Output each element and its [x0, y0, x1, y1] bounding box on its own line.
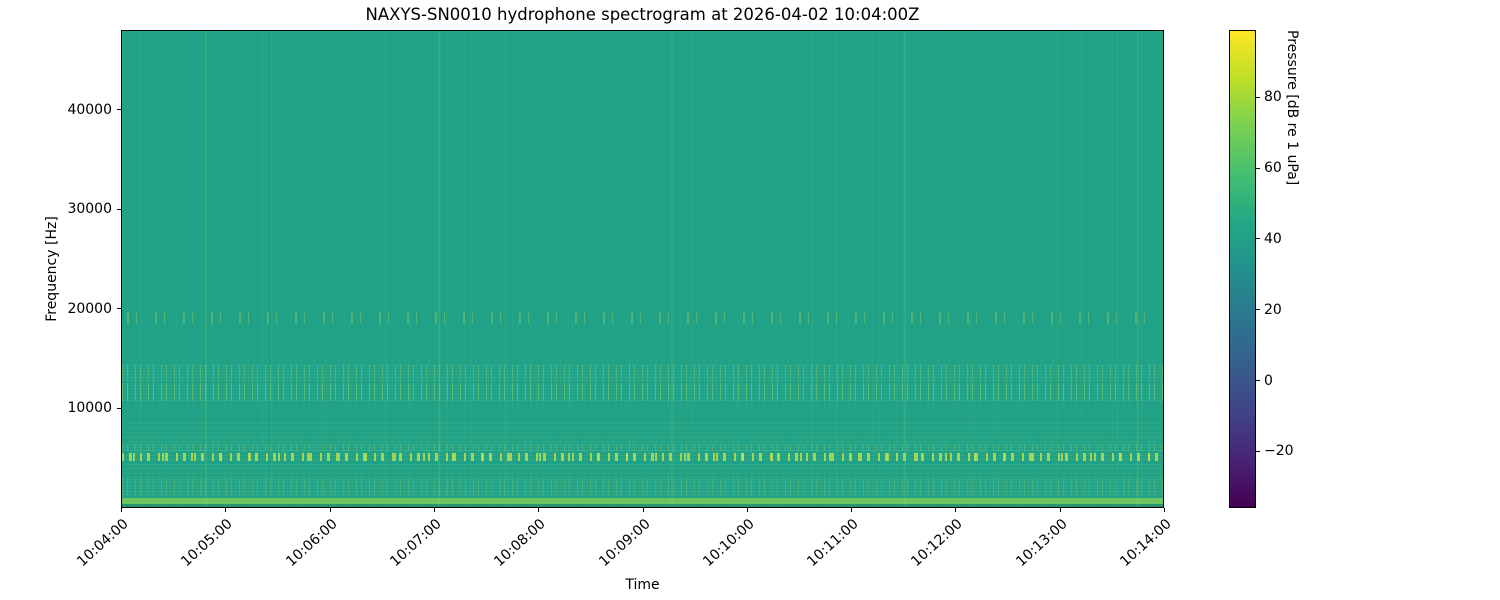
x-tick-label: 10:06:00: [282, 516, 341, 570]
x-tick-label: 10:14:00: [1117, 516, 1175, 570]
x-tick-label: 10:10:00: [700, 516, 758, 570]
colorbar-axis: 80 60 40 20 0 −20: [1256, 30, 1316, 508]
feature-low-frequency-haze: [122, 421, 1163, 505]
x-tick-label: 10:04:00: [74, 516, 132, 570]
x-tick-mark: [746, 508, 748, 512]
y-tick-mark: [117, 407, 121, 409]
colorbar-tick-mark: [1256, 167, 1260, 169]
feature-band-2khz: [122, 478, 1163, 496]
x-tick-mark: [225, 508, 227, 512]
x-tick-mark: [433, 508, 435, 512]
colorbar-tick-label: 20: [1264, 301, 1282, 318]
y-tick-label: 30000: [67, 201, 112, 218]
x-tick-mark: [121, 508, 122, 512]
x-tick-label: 10:08:00: [491, 516, 549, 570]
x-tick-label: 10:13:00: [1012, 516, 1071, 570]
feature-bottom-edge: [122, 504, 1163, 507]
feature-intermittent-tonal-19khz: [122, 311, 1163, 324]
y-tick-label: 20000: [67, 300, 112, 317]
colorbar-tick-label: 0: [1264, 372, 1273, 389]
broadband-transient-lines: [122, 31, 1163, 507]
colorbar-tick-mark: [1256, 309, 1260, 311]
colorbar-tick-label: 80: [1264, 89, 1282, 106]
x-tick-label: 10:11:00: [804, 516, 862, 570]
spectrogram-heatmap: [121, 30, 1164, 508]
colorbar-tick-label: −20: [1264, 443, 1294, 460]
y-axis: 10000 20000 30000 40000: [0, 30, 121, 508]
x-tick-mark: [642, 508, 644, 512]
colorbar-tick-label: 40: [1264, 230, 1282, 247]
vertical-striation-texture: [122, 31, 1163, 507]
colorbar-gradient: [1229, 30, 1256, 508]
x-tick-label: 10:12:00: [908, 516, 967, 570]
colorbar-tick-mark: [1256, 380, 1260, 382]
feature-band-6khz: [122, 443, 1163, 452]
x-axis-label: Time: [625, 577, 660, 593]
colorbar-tick-label: 60: [1264, 160, 1282, 177]
feature-noise-band-11khz: [122, 383, 1163, 401]
x-tick-mark: [329, 508, 331, 512]
x-axis: 10:04:00 10:05:00 10:06:00 10:07:00 10:08:00…: [74, 508, 1175, 598]
x-tick-mark: [1164, 508, 1165, 512]
colorbar-label: Pressure [dB re 1 uPa]: [1284, 30, 1300, 186]
colorbar-tick-mark: [1256, 238, 1260, 240]
y-tick-mark: [117, 208, 121, 210]
chart-title: NAXYS-SN0010 hydrophone spectrogram at 2…: [365, 5, 920, 24]
y-tick-label: 40000: [67, 101, 112, 118]
x-tick-mark: [538, 508, 540, 512]
y-tick-mark: [117, 109, 121, 111]
x-tick-label: 10:09:00: [595, 516, 654, 570]
x-tick-mark: [955, 508, 957, 512]
feature-tonal-600hz: [122, 498, 1163, 504]
feature-tonal-5khz: [122, 453, 1163, 462]
colorbar-tick-mark: [1256, 96, 1260, 98]
feature-noise-band-13khz: [122, 365, 1163, 382]
colorbar-tick-mark: [1256, 450, 1260, 452]
vertical-striation-texture: [122, 31, 1163, 507]
y-tick-mark: [117, 308, 121, 310]
x-tick-mark: [1059, 508, 1061, 512]
y-tick-label: 10000: [67, 400, 112, 417]
x-tick-label: 10:05:00: [178, 516, 237, 570]
x-tick-mark: [851, 508, 853, 512]
x-tick-label: 10:07:00: [387, 516, 445, 570]
